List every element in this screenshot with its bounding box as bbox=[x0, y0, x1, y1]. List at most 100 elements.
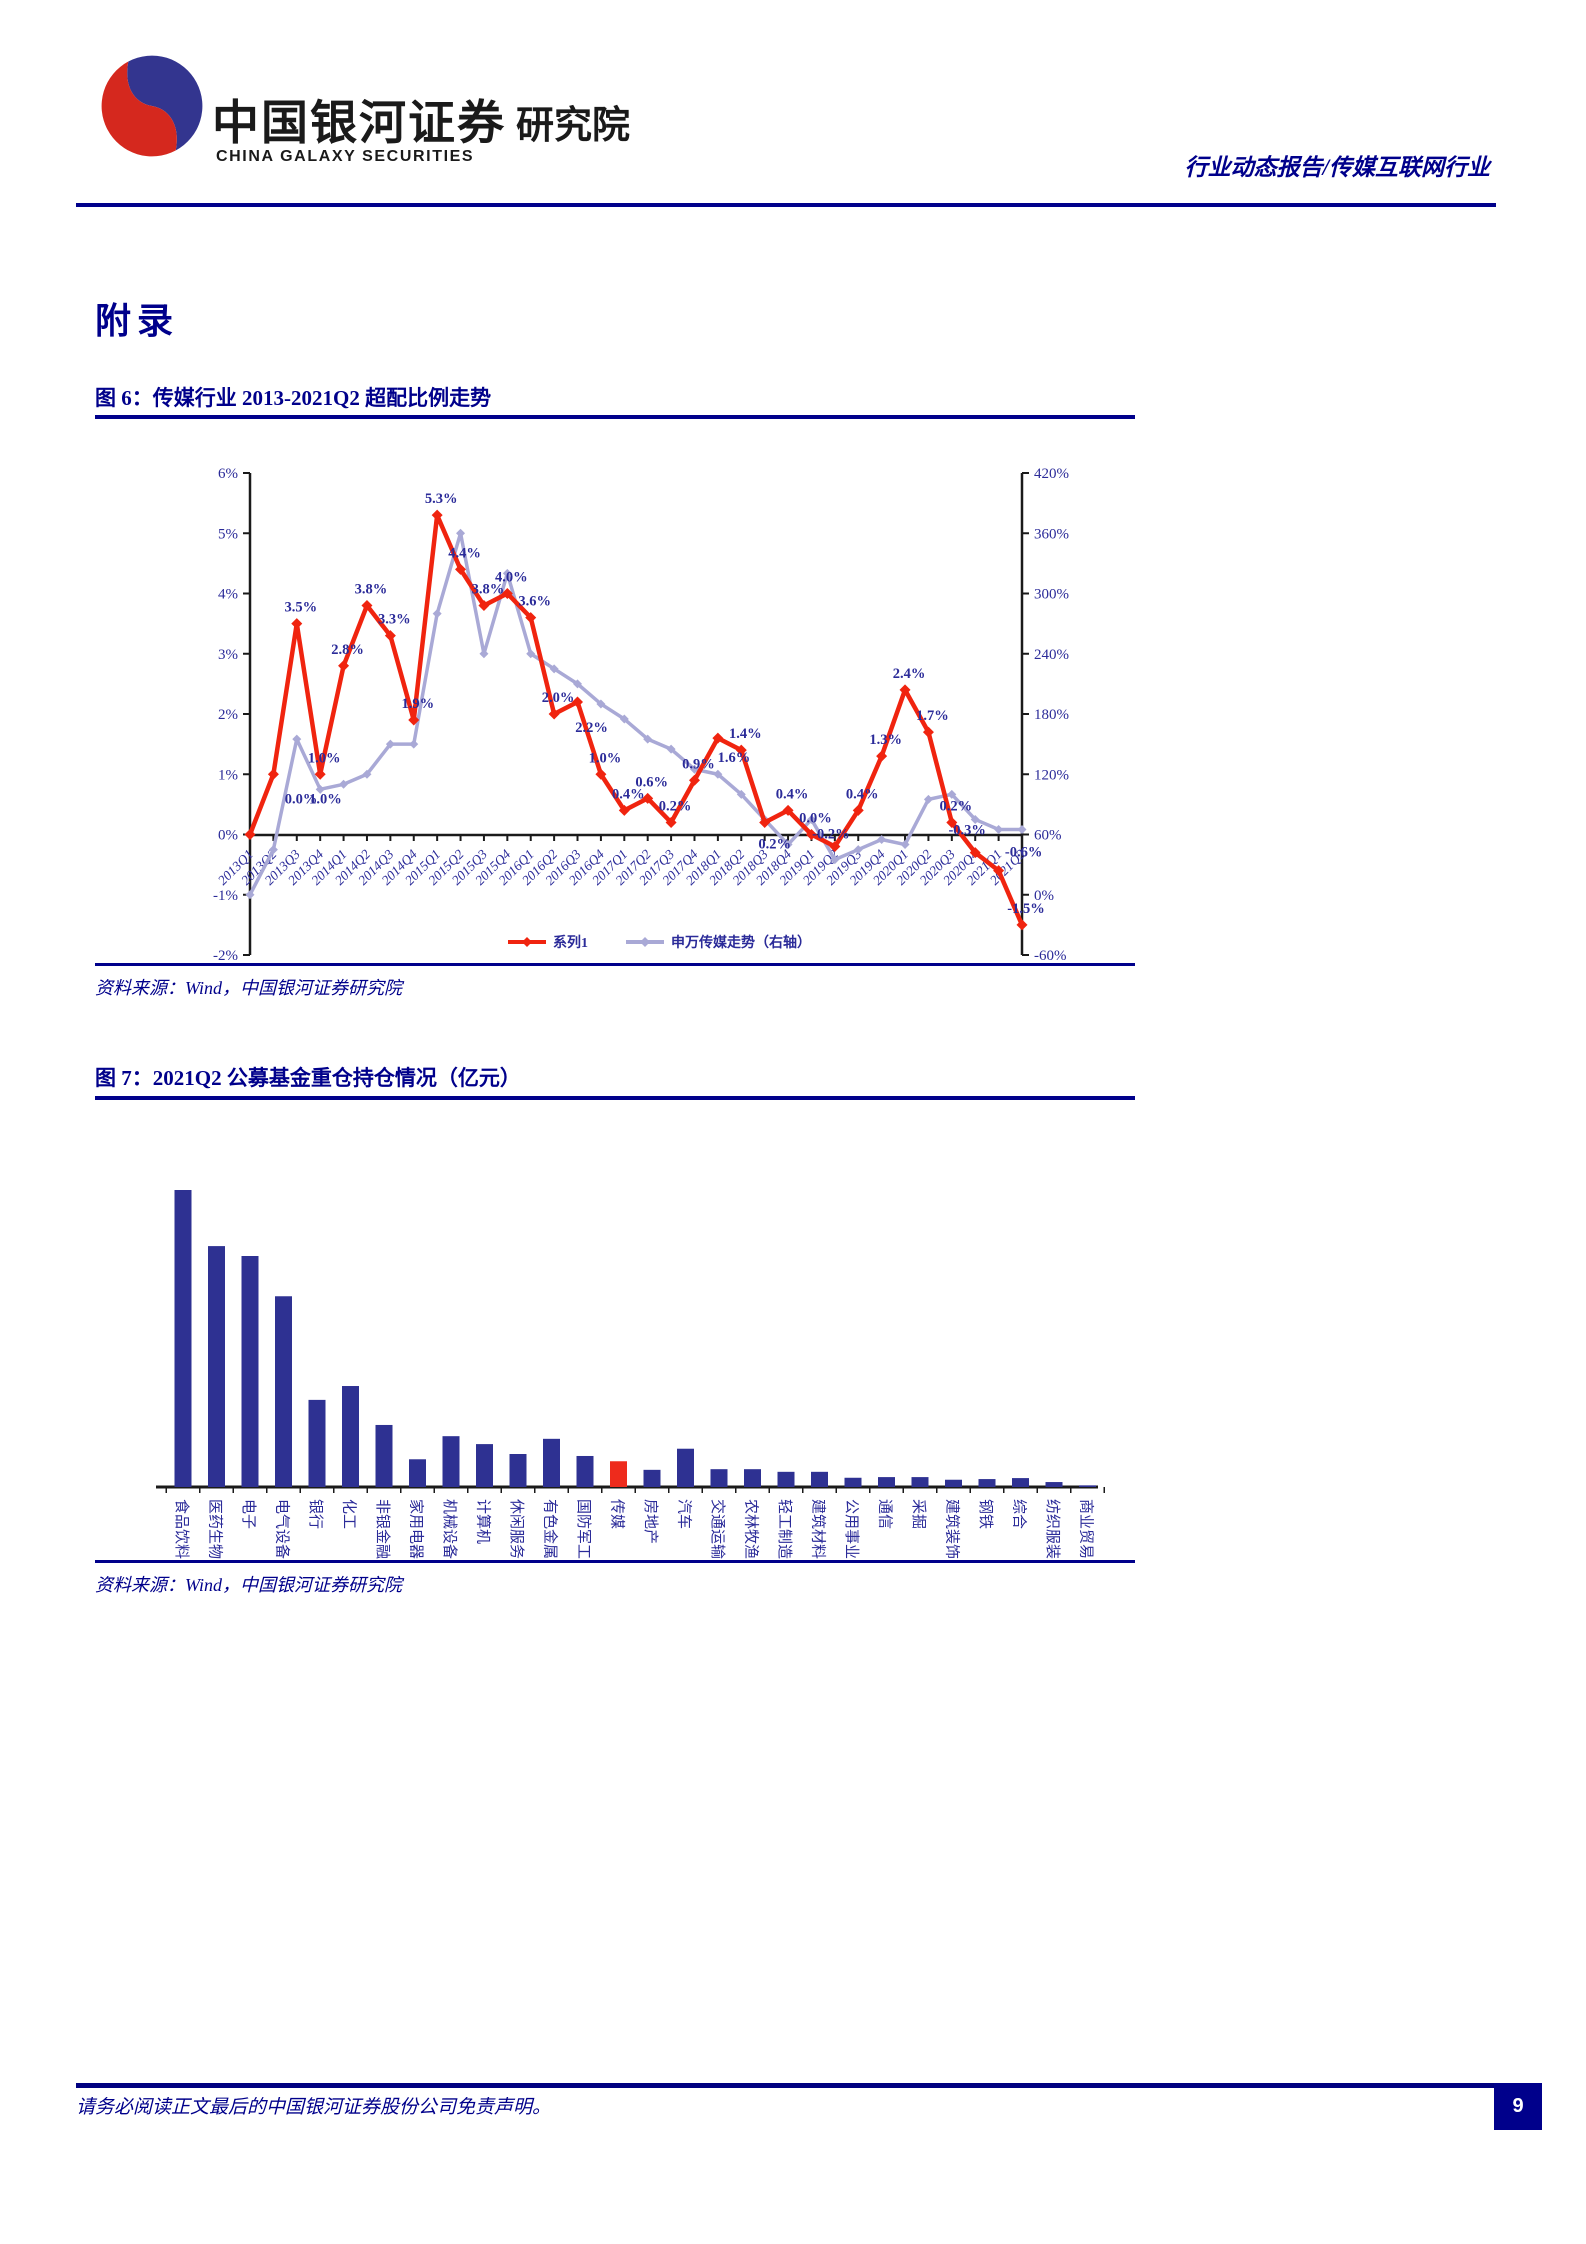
figure-7-source: 资料来源：Wind，中国银河证券研究院 bbox=[95, 1575, 403, 1595]
svg-text:休闲服务: 休闲服务 bbox=[508, 1499, 525, 1559]
svg-text:银行: 银行 bbox=[307, 1499, 324, 1529]
footer-disclaimer: 请务必阅读正文最后的中国银河证券股份公司免责声明。 bbox=[76, 2097, 552, 2118]
svg-text:0.0%: 0.0% bbox=[285, 792, 318, 808]
svg-text:通信: 通信 bbox=[877, 1499, 894, 1529]
svg-text:360%: 360% bbox=[1034, 526, 1069, 542]
svg-text:1.0%: 1.0% bbox=[309, 791, 342, 807]
svg-text:0.6%: 0.6% bbox=[635, 774, 668, 790]
svg-text:有色金属: 有色金属 bbox=[542, 1499, 559, 1559]
header-rule bbox=[76, 203, 1496, 207]
svg-text:-0.3%: -0.3% bbox=[948, 823, 985, 839]
svg-text:1.7%: 1.7% bbox=[916, 708, 949, 724]
svg-text:4%: 4% bbox=[218, 587, 238, 603]
svg-text:建筑材料: 建筑材料 bbox=[810, 1499, 827, 1559]
svg-text:6%: 6% bbox=[218, 466, 238, 482]
svg-text:240%: 240% bbox=[1034, 647, 1069, 663]
svg-text:采掘: 采掘 bbox=[910, 1499, 927, 1529]
svg-text:60%: 60% bbox=[1034, 828, 1062, 844]
figure-7-bottom-rule bbox=[95, 1560, 1135, 1563]
svg-text:农林牧渔: 农林牧渔 bbox=[743, 1499, 760, 1559]
svg-text:2.2%: 2.2% bbox=[575, 720, 608, 736]
svg-text:钢铁: 钢铁 bbox=[977, 1499, 994, 1529]
svg-text:-2%: -2% bbox=[213, 948, 238, 964]
section-title: 附录 bbox=[95, 301, 180, 341]
svg-text:-60%: -60% bbox=[1034, 948, 1067, 964]
svg-text:4.4%: 4.4% bbox=[448, 545, 481, 561]
svg-text:3.8%: 3.8% bbox=[472, 582, 505, 598]
figure-6-source: 资料来源：Wind，中国银河证券研究院 bbox=[95, 978, 403, 998]
svg-text:120%: 120% bbox=[1034, 767, 1069, 783]
svg-text:电子: 电子 bbox=[240, 1499, 257, 1529]
logo-subtitle: 研究院 bbox=[516, 105, 631, 147]
svg-text:1.6%: 1.6% bbox=[718, 750, 751, 766]
svg-text:5%: 5% bbox=[218, 526, 238, 542]
figure-6-title: 图 6：传媒行业 2013-2021Q2 超配比例走势 bbox=[95, 386, 492, 410]
svg-text:医药生物: 医药生物 bbox=[207, 1499, 224, 1559]
logo-title: 中国银河证券 bbox=[212, 96, 506, 149]
svg-text:房地产: 房地产 bbox=[642, 1499, 659, 1544]
svg-text:3.5%: 3.5% bbox=[284, 600, 317, 616]
svg-text:300%: 300% bbox=[1034, 587, 1069, 603]
svg-text:0.4%: 0.4% bbox=[612, 786, 645, 802]
svg-text:1%: 1% bbox=[218, 767, 238, 783]
report-type-label: 行业动态报告/传媒互联网行业 bbox=[1184, 155, 1490, 180]
figure-7-title-rule bbox=[95, 1096, 1135, 1100]
svg-text:0%: 0% bbox=[1034, 888, 1054, 904]
svg-text:轻工制造: 轻工制造 bbox=[776, 1499, 793, 1559]
svg-text:建筑装饰: 建筑装饰 bbox=[944, 1499, 961, 1559]
svg-text:0.0%: 0.0% bbox=[799, 811, 832, 827]
footer-rule bbox=[76, 2083, 1494, 2088]
svg-text:1.4%: 1.4% bbox=[729, 726, 762, 742]
svg-text:0.2%: 0.2% bbox=[758, 836, 791, 852]
svg-text:纺织服装: 纺织服装 bbox=[1044, 1499, 1061, 1559]
svg-text:计算机: 计算机 bbox=[475, 1499, 493, 1544]
svg-text:化工: 化工 bbox=[341, 1499, 358, 1529]
svg-text:2.4%: 2.4% bbox=[893, 666, 926, 682]
svg-text:1.9%: 1.9% bbox=[401, 696, 434, 712]
svg-text:0.4%: 0.4% bbox=[846, 786, 879, 802]
svg-text:家用电器: 家用电器 bbox=[408, 1499, 425, 1559]
figure-6-line-chart: 6% 5% 4% 3% 2% 1% 0% -1% -2% 420% 360% 300% 240% 180%… bbox=[213, 466, 1069, 964]
svg-text:机械设备: 机械设备 bbox=[441, 1499, 458, 1559]
svg-text:0.2%: 0.2% bbox=[940, 798, 973, 814]
svg-text:汽车: 汽车 bbox=[676, 1499, 693, 1529]
svg-text:180%: 180% bbox=[1034, 707, 1069, 723]
logo-caption: CHINA GALAXY SECURITIES bbox=[216, 148, 475, 165]
svg-text:3.6%: 3.6% bbox=[518, 594, 551, 610]
svg-text:0.4%: 0.4% bbox=[776, 786, 809, 802]
figure-6-bottom-rule bbox=[95, 963, 1135, 966]
svg-text:交通运输: 交通运输 bbox=[709, 1499, 727, 1559]
svg-text:电气设备: 电气设备 bbox=[274, 1499, 291, 1559]
svg-text:1.0%: 1.0% bbox=[589, 750, 622, 766]
svg-text:420%: 420% bbox=[1034, 466, 1069, 482]
svg-text:-0.2%: -0.2% bbox=[812, 827, 849, 843]
svg-text:申万传媒走势（右轴）: 申万传媒走势（右轴） bbox=[671, 934, 811, 951]
svg-text:2.8%: 2.8% bbox=[331, 642, 364, 658]
svg-text:0%: 0% bbox=[218, 828, 238, 844]
svg-text:1.3%: 1.3% bbox=[869, 732, 902, 748]
svg-text:非银金融: 非银金融 bbox=[374, 1499, 391, 1559]
page-number-badge: 9 bbox=[1494, 2083, 1542, 2130]
svg-text:-1.5%: -1.5% bbox=[1007, 901, 1044, 917]
figure-7-title: 图 7：2021Q2 公募基金重仓持仓情况（亿元） bbox=[95, 1066, 521, 1090]
svg-text:国防军工: 国防军工 bbox=[575, 1499, 592, 1559]
svg-text:公用事业: 公用事业 bbox=[843, 1499, 860, 1559]
svg-text:4.0%: 4.0% bbox=[495, 570, 528, 586]
svg-text:2.0%: 2.0% bbox=[542, 690, 575, 706]
svg-text:3.3%: 3.3% bbox=[378, 612, 411, 628]
svg-text:1.0%: 1.0% bbox=[308, 750, 341, 766]
svg-text:传媒: 传媒 bbox=[609, 1499, 626, 1529]
svg-text:0.2%: 0.2% bbox=[659, 798, 692, 814]
figure-7-bar-chart: 食品饮料 医药生物 电子 电气设备 银行 化工 非银金融 家用电器 机械设备 计算机 休闲服务 有色金… bbox=[156, 1190, 1105, 1559]
svg-text:-0.6%: -0.6% bbox=[1005, 845, 1042, 861]
svg-text:食品饮料: 食品饮料 bbox=[173, 1499, 190, 1559]
galaxy-logo-icon bbox=[101, 55, 203, 157]
svg-text:0.9%: 0.9% bbox=[682, 756, 715, 772]
svg-text:5.3%: 5.3% bbox=[425, 491, 458, 507]
svg-text:3.8%: 3.8% bbox=[355, 582, 388, 598]
svg-text:商业贸易: 商业贸易 bbox=[1078, 1499, 1095, 1559]
svg-text:-1%: -1% bbox=[213, 888, 238, 904]
svg-text:3%: 3% bbox=[218, 647, 238, 663]
figure-6-title-rule bbox=[95, 415, 1135, 419]
